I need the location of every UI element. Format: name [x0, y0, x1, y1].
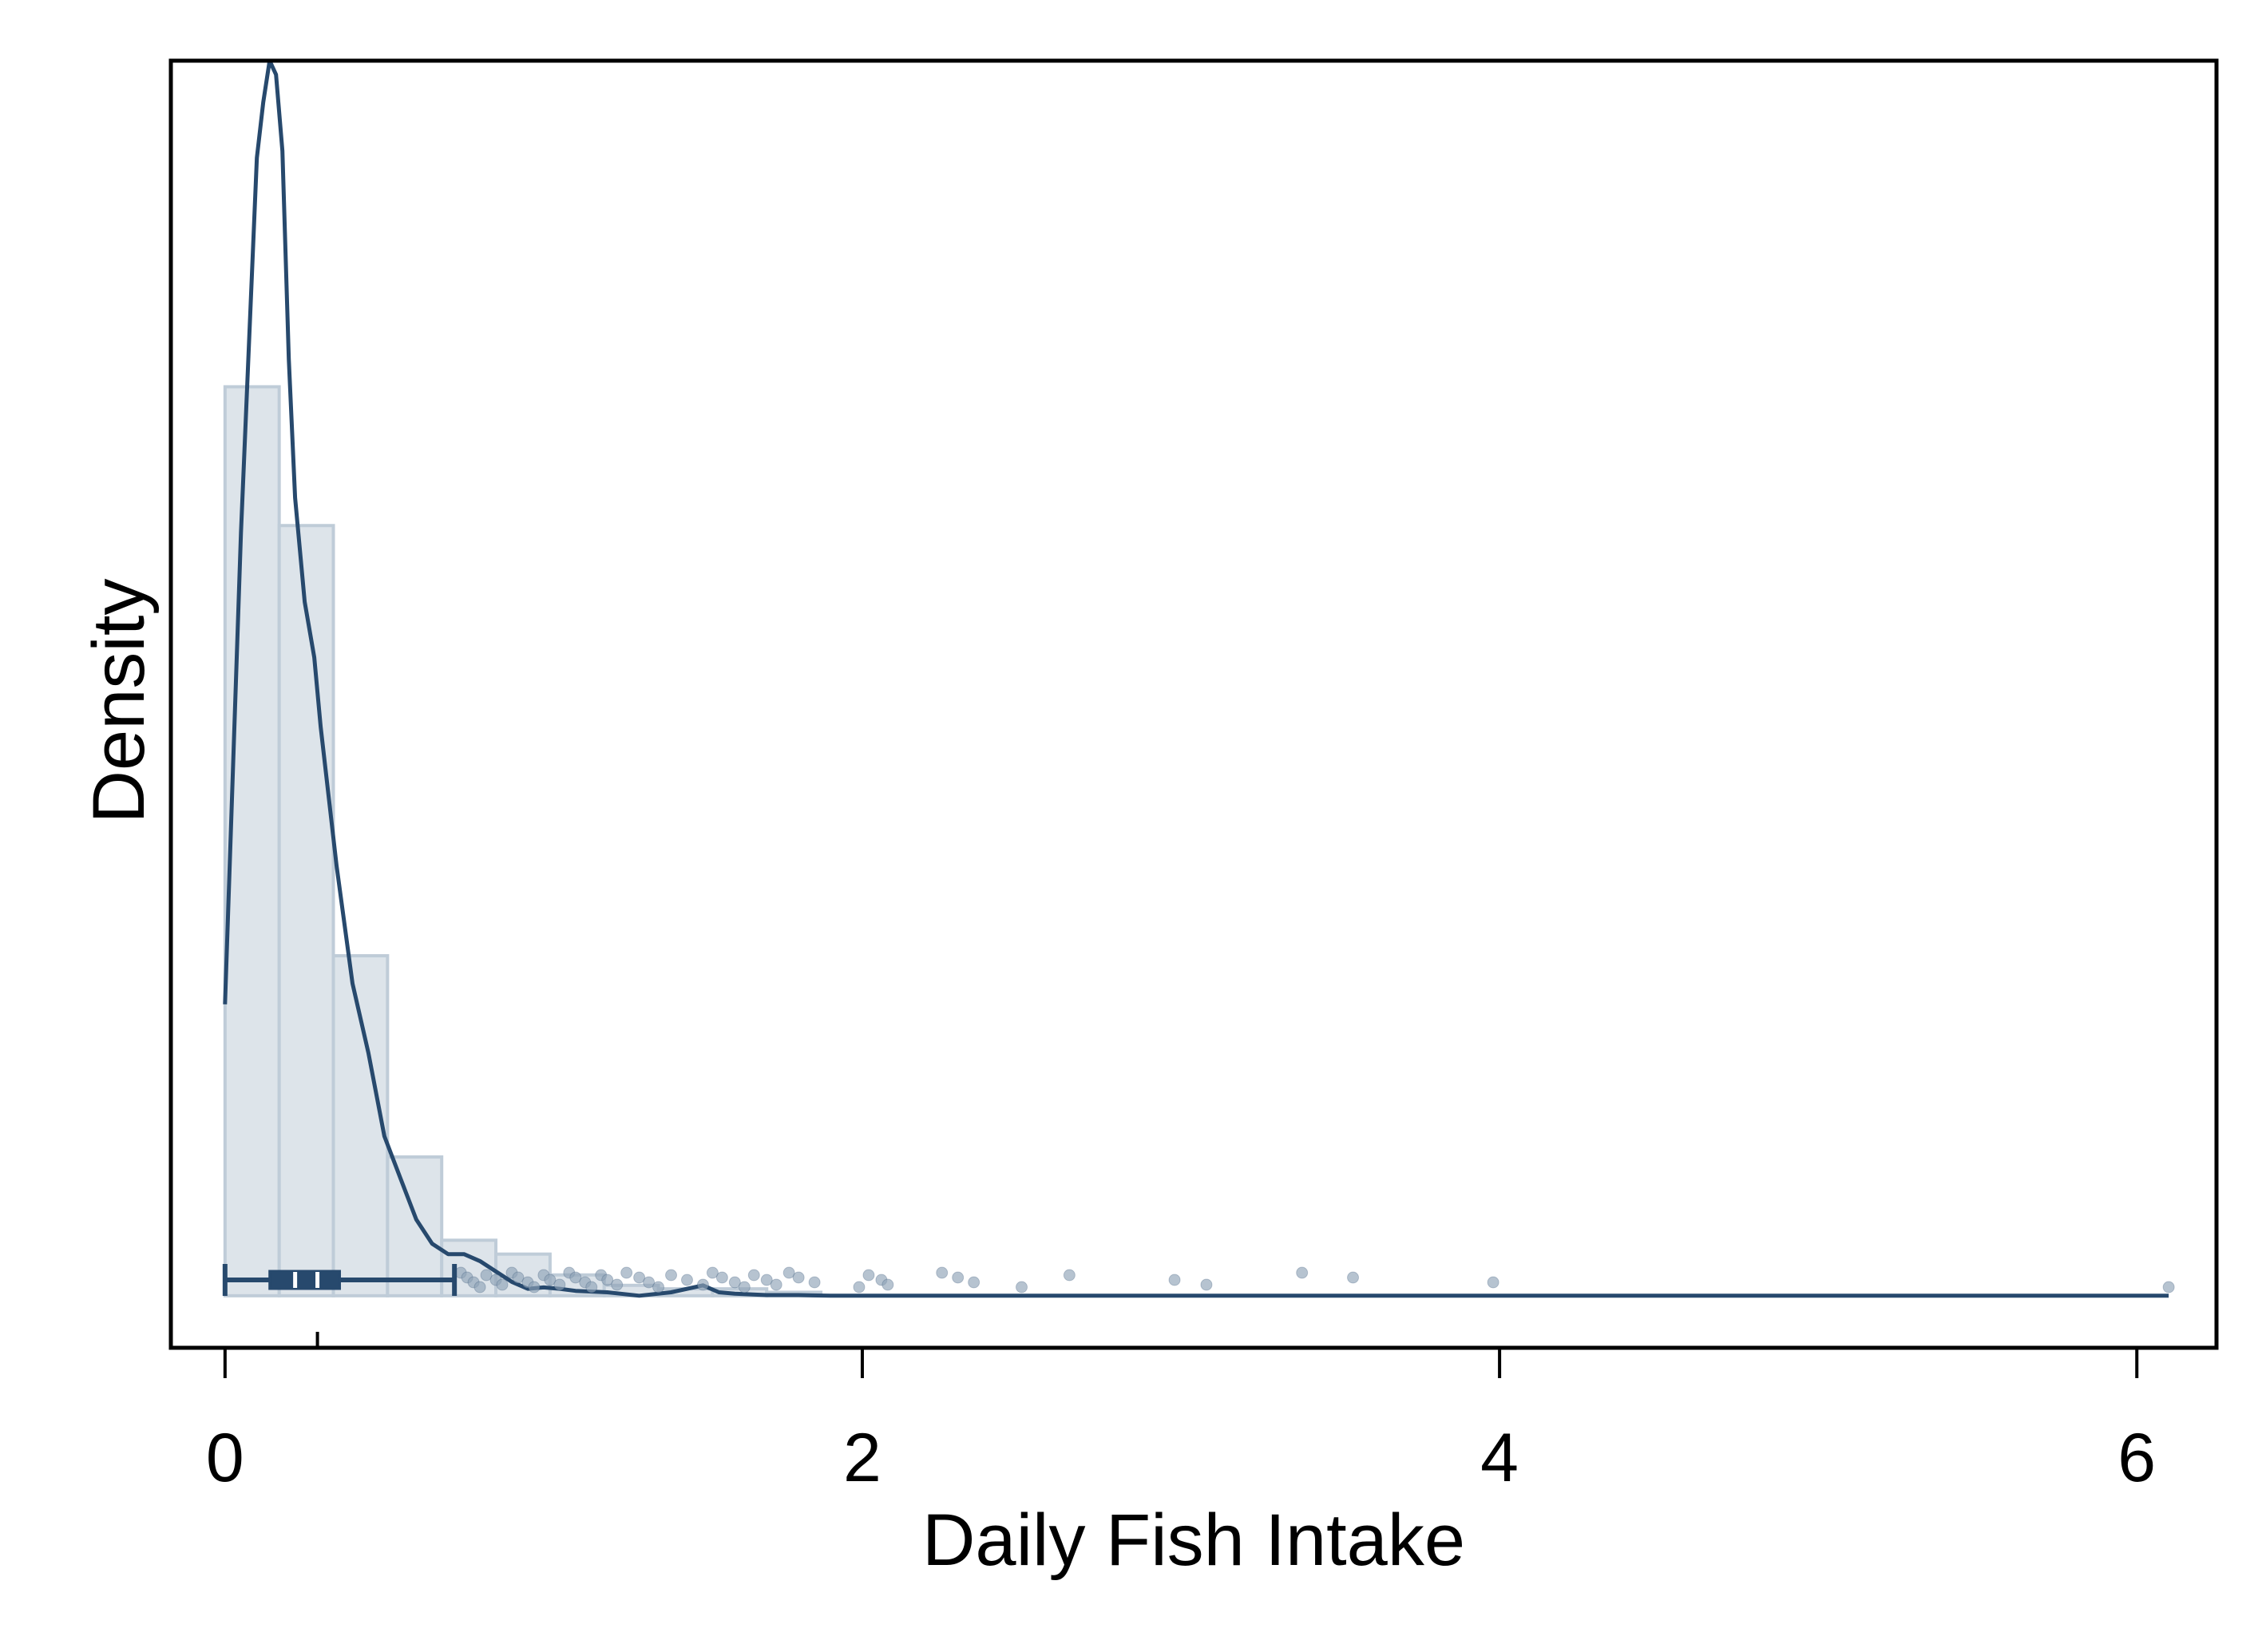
x-tick-label-3: 6	[2117, 1420, 2156, 1496]
outlier-point	[553, 1278, 566, 1291]
outlier-point	[2162, 1281, 2175, 1293]
outlier-point	[696, 1278, 709, 1291]
plot-frame	[168, 58, 2219, 1350]
outlier-point	[620, 1266, 633, 1279]
outlier-point	[862, 1269, 875, 1282]
outlier-point	[1168, 1274, 1181, 1286]
outlier-point	[968, 1276, 980, 1289]
outlier-point	[728, 1276, 741, 1289]
kde-line	[223, 58, 2169, 1298]
outlier-point	[1347, 1271, 1360, 1284]
outlier-point	[611, 1278, 624, 1291]
outlier-point	[770, 1278, 782, 1291]
outlier-point	[952, 1271, 965, 1284]
outlier-point	[496, 1278, 509, 1291]
y-axis-label: Density	[78, 579, 160, 824]
outlier-point	[643, 1276, 656, 1289]
density-curve	[223, 58, 2169, 1298]
outlier-point	[760, 1274, 773, 1286]
outlier-point	[936, 1266, 949, 1279]
outlier-point	[808, 1276, 821, 1289]
outlier-point	[569, 1271, 582, 1284]
x-axis: 0 2 4 6	[206, 1348, 2156, 1496]
outlier-point	[680, 1274, 693, 1286]
outlier-point	[881, 1278, 894, 1291]
outlier-point	[601, 1274, 614, 1286]
x-tick-label-2: 4	[1480, 1420, 1519, 1496]
x-axis-label: Daily Fish Intake	[922, 1499, 1465, 1581]
outlier-point	[792, 1271, 805, 1284]
outlier-point	[1487, 1276, 1499, 1289]
histogram-bar-1	[277, 524, 335, 1297]
outlier-point	[480, 1269, 493, 1282]
outlier-point	[738, 1281, 751, 1293]
outlier-point	[747, 1269, 760, 1282]
outlier-point	[512, 1271, 525, 1284]
histogram-bar-3	[386, 1155, 444, 1297]
outlier-point	[715, 1271, 728, 1284]
outlier-point	[706, 1266, 719, 1279]
outlier-point	[585, 1281, 598, 1293]
outlier-point	[544, 1274, 557, 1286]
x-tick-label-0: 0	[206, 1420, 244, 1496]
outlier-point	[782, 1266, 795, 1279]
outlier-point	[1063, 1269, 1076, 1282]
x-tick-label-1: 2	[843, 1420, 881, 1496]
outlier-point	[652, 1281, 665, 1293]
outlier-point	[1200, 1278, 1213, 1291]
histogram-bar-4	[440, 1238, 498, 1297]
histogram-bar-2	[331, 954, 390, 1297]
boxplot-box	[268, 1270, 342, 1290]
outlier-point	[528, 1281, 541, 1293]
outlier-point	[473, 1281, 486, 1293]
outlier-point	[1296, 1266, 1309, 1279]
boxplot-strip	[222, 1264, 2175, 1348]
histogram-bars	[223, 385, 823, 1297]
outlier-point	[665, 1269, 678, 1282]
outlier-point	[1016, 1281, 1028, 1293]
histogram-bar-0	[223, 385, 281, 1297]
outlier-point	[853, 1281, 866, 1293]
outlier-point	[633, 1271, 646, 1284]
